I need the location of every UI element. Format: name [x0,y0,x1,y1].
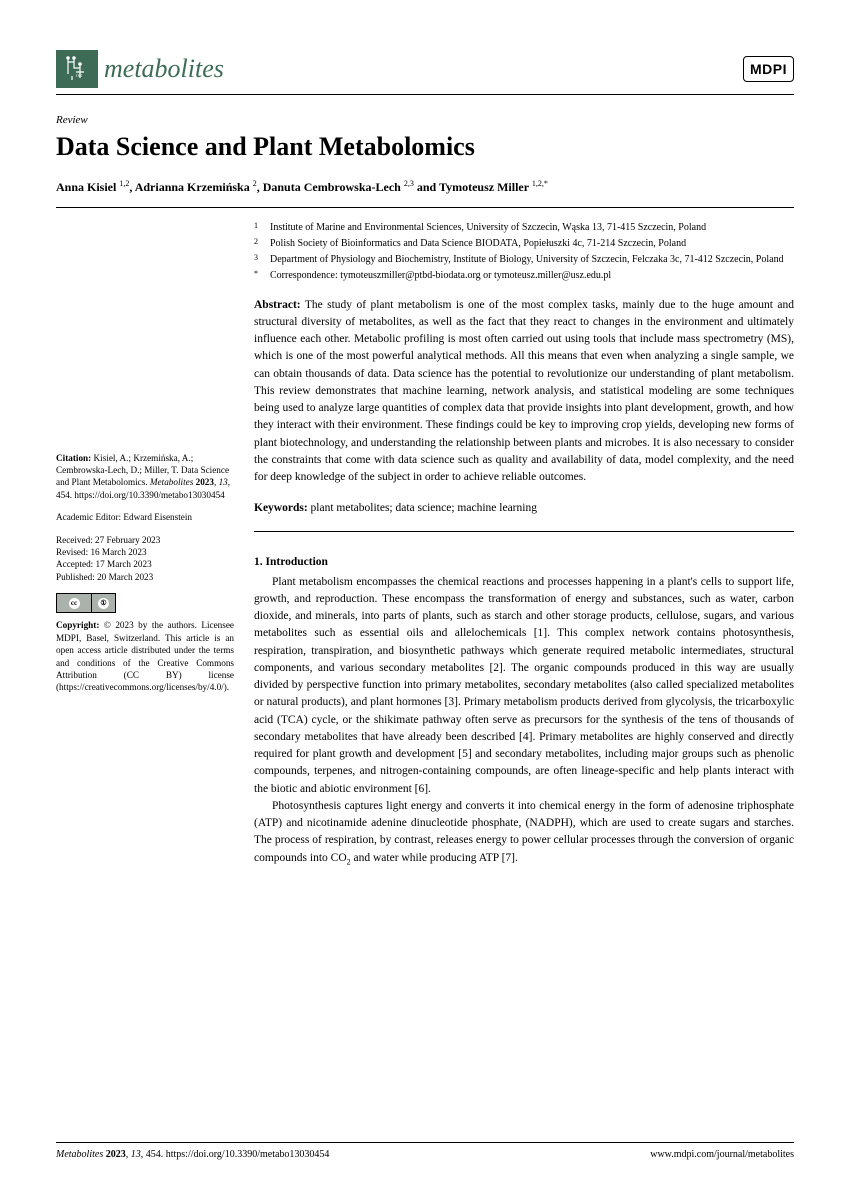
footer-left: Metabolites 2023, 13, 454. https://doi.o… [56,1148,329,1163]
date-revised: Revised: 16 March 2023 [56,546,234,558]
main-column: 1 Institute of Marine and Environmental S… [254,220,794,868]
affiliation-row: * Correspondence: tymoteuszmiller@ptbd-bi… [254,268,794,283]
editor-block: Academic Editor: Edward Eisenstein [56,511,234,523]
section-heading: 1. Introduction [254,554,794,571]
affiliation-row: 3 Department of Physiology and Biochemist… [254,252,794,267]
abstract-text: The study of plant metabolism is one of … [254,299,794,484]
affiliation-text: Institute of Marine and Environmental Sc… [270,220,706,235]
affiliation-marker: 2 [254,236,262,251]
publisher-badge: MDPI [743,56,794,82]
journal-icon: OH [56,50,98,88]
footer-right: www.mdpi.com/journal/metabolites [650,1148,794,1163]
svg-text:OH: OH [76,73,82,78]
journal-name: metabolites [104,50,224,88]
keywords-text: plant metabolites; data science; machine… [311,502,537,514]
page-footer: Metabolites 2023, 13, 454. https://doi.o… [56,1142,794,1163]
affiliation-row: 1 Institute of Marine and Environmental S… [254,220,794,235]
date-accepted: Accepted: 17 March 2023 [56,558,234,570]
sidebar: Citation: Kisiel, A.; Krzemińska, A.; Ce… [56,220,234,868]
citation-label: Citation: [56,453,91,463]
editor-name: Edward Eisenstein [123,512,192,522]
author-list: Anna Kisiel 1,2, Adrianna Krzemińska 2, … [56,178,794,207]
paragraph: Photosynthesis captures light energy and… [254,798,794,868]
affiliation-text: Correspondence: tymoteuszmiller@ptbd-bio… [270,268,611,283]
affiliation-text: Polish Society of Bioinformatics and Dat… [270,236,686,251]
text-run: Photosynthesis captures light energy and… [254,800,794,864]
keywords: Keywords: plant metabolites; data scienc… [254,500,794,532]
affiliations: 1 Institute of Marine and Environmental S… [254,220,794,283]
dates-block: Received: 27 February 2023 Revised: 16 M… [56,534,234,584]
article-type: Review [56,113,794,129]
citation-block: Citation: Kisiel, A.; Krzemińska, A.; Ce… [56,452,234,502]
paragraph: Plant metabolism encompasses the chemica… [254,574,794,798]
abstract-label: Abstract: [254,299,301,311]
body-text: Plant metabolism encompasses the chemica… [254,574,794,868]
date-published: Published: 20 March 2023 [56,571,234,583]
affiliation-marker: * [254,268,262,283]
affiliation-row: 2 Polish Society of Bioinformatics and Da… [254,236,794,251]
keywords-label: Keywords: [254,502,308,514]
copyright-block: Copyright: © 2023 by the authors. Licens… [56,619,234,694]
date-received: Received: 27 February 2023 [56,534,234,546]
page-header: OH metabolites MDPI [56,50,794,95]
cc-by-badge-icon: cc ① [56,593,116,613]
abstract: Abstract: The study of plant metabolism … [254,297,794,487]
editor-label: Academic Editor: [56,512,121,522]
journal-logo: OH metabolites [56,50,224,88]
copyright-label: Copyright: [56,620,99,630]
affiliation-marker: 1 [254,220,262,235]
copyright-text: © 2023 by the authors. Licensee MDPI, Ba… [56,620,234,692]
text-run: and water while producing ATP [7]. [351,852,518,864]
affiliation-text: Department of Physiology and Biochemistr… [270,252,784,267]
affiliation-marker: 3 [254,252,262,267]
article-title: Data Science and Plant Metabolomics [56,131,794,162]
